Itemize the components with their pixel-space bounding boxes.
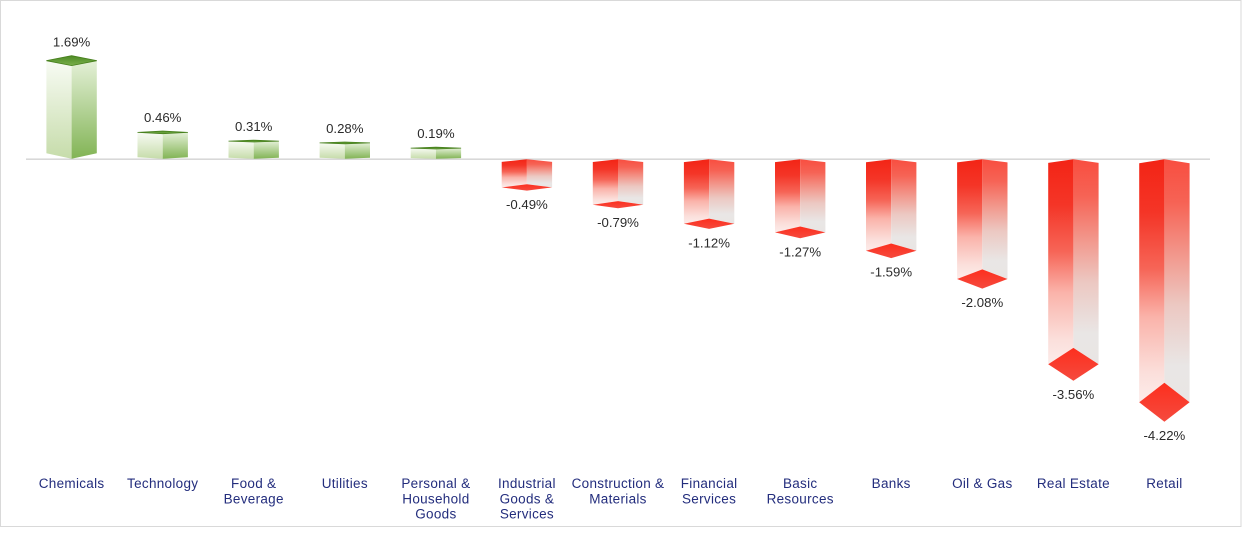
svg-text:Chemicals: Chemicals	[39, 476, 105, 491]
svg-text:-1.59%: -1.59%	[870, 265, 912, 280]
svg-text:Retail: Retail	[1146, 476, 1182, 491]
svg-text:0.19%: 0.19%	[417, 126, 455, 141]
svg-text:Real Estate: Real Estate	[1037, 476, 1110, 491]
svg-text:Goods: Goods	[415, 507, 456, 522]
svg-text:-1.12%: -1.12%	[688, 235, 730, 250]
svg-text:-4.22%: -4.22%	[1144, 428, 1186, 443]
svg-text:-3.56%: -3.56%	[1053, 387, 1095, 402]
svg-text:Resources: Resources	[767, 491, 834, 506]
svg-text:Financial: Financial	[681, 476, 738, 491]
svg-text:0.31%: 0.31%	[235, 119, 273, 134]
svg-text:Banks: Banks	[872, 476, 911, 491]
svg-text:Oil & Gas: Oil & Gas	[952, 476, 1012, 491]
svg-text:1.69%: 1.69%	[53, 35, 91, 50]
svg-text:Materials: Materials	[589, 491, 646, 506]
svg-text:Industrial: Industrial	[498, 476, 556, 491]
svg-text:Services: Services	[500, 507, 554, 522]
svg-text:Food &: Food &	[231, 476, 276, 491]
svg-text:Household: Household	[402, 491, 469, 506]
svg-text:0.28%: 0.28%	[326, 121, 364, 136]
svg-text:Personal &: Personal &	[401, 476, 470, 491]
svg-text:Technology: Technology	[127, 476, 198, 491]
svg-text:-0.79%: -0.79%	[597, 215, 639, 230]
svg-text:Basic: Basic	[783, 476, 818, 491]
svg-text:-2.08%: -2.08%	[961, 295, 1003, 310]
svg-text:Beverage: Beverage	[224, 491, 284, 506]
svg-text:0.46%: 0.46%	[144, 110, 182, 125]
svg-text:Utilities: Utilities	[322, 476, 368, 491]
svg-text:Services: Services	[682, 491, 736, 506]
svg-text:-0.49%: -0.49%	[506, 197, 548, 212]
svg-text:-1.27%: -1.27%	[779, 245, 821, 260]
svg-text:Construction &: Construction &	[572, 476, 665, 491]
svg-text:Goods &: Goods &	[500, 491, 555, 506]
